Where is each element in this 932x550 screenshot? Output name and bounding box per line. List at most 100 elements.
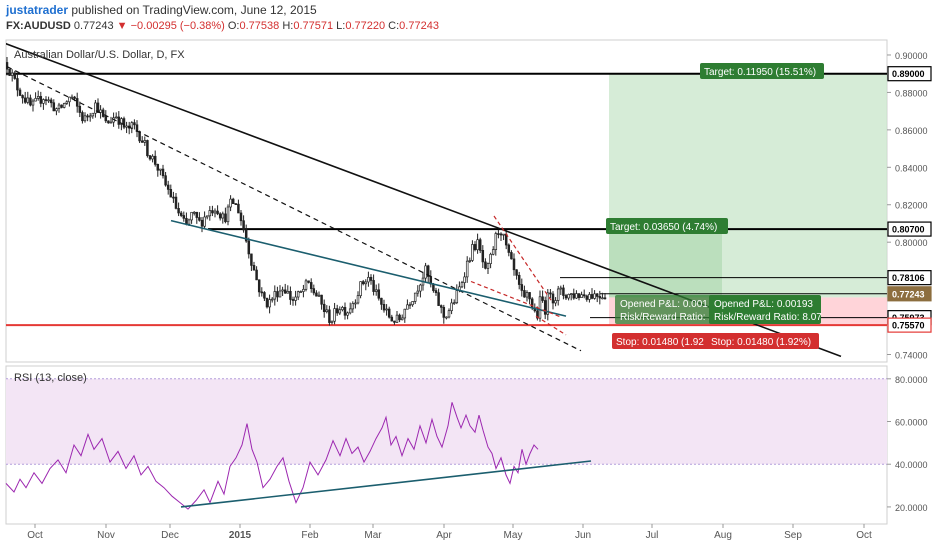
- candle-body: [330, 320, 334, 323]
- chart-title: Australian Dollar/U.S. Dollar, D, FX: [14, 49, 185, 61]
- candle-body: [161, 168, 165, 177]
- candle-body: [489, 253, 492, 265]
- candle-body: [367, 276, 370, 283]
- stop-label-1-bg: [707, 333, 819, 349]
- candle-body: [471, 244, 474, 261]
- candle-body: [205, 215, 209, 218]
- candle-body: [582, 294, 586, 297]
- candle-body: [517, 274, 521, 285]
- candle-body: [374, 289, 378, 292]
- candle-body: [455, 290, 459, 304]
- candle-body: [541, 296, 544, 301]
- target-label-2-text: Target: 0.03650 (4.74%): [610, 222, 717, 233]
- candle-body: [114, 116, 118, 119]
- candle-body: [551, 293, 555, 304]
- y-tick-label: 0.80000: [895, 238, 928, 248]
- last-price: 0.77243: [73, 20, 114, 32]
- trendline-red-dashed-3[interactable]: [535, 315, 567, 336]
- candle-body: [99, 109, 102, 113]
- candle-body: [468, 260, 472, 262]
- candle-body: [562, 287, 565, 296]
- candle-body: [86, 115, 89, 118]
- stop-label-2[interactable]: Stop: 0.01480 (1.92: [612, 333, 730, 349]
- y-tick-label: 0.82000: [895, 201, 928, 211]
- candle-body: [411, 301, 414, 306]
- candle-body: [164, 175, 167, 186]
- candle-body: [224, 213, 227, 223]
- candle-body: [237, 203, 240, 214]
- candle-body: [169, 189, 173, 198]
- candle-body: [226, 206, 230, 223]
- candle-body: [140, 140, 144, 143]
- target-label-1[interactable]: Target: 0.11950 (15.51%): [700, 63, 824, 79]
- candle-body: [309, 282, 313, 289]
- trendline-red-dashed-1[interactable]: [493, 215, 552, 301]
- trendline-red-dashed-2[interactable]: [470, 280, 562, 318]
- chart-canvas[interactable]: Target: 0.11950 (15.51%) Target: 0.03650 …: [0, 36, 932, 550]
- x-tick-label: Jul: [646, 530, 659, 541]
- trendline-dashed-channel[interactable]: [0, 59, 582, 352]
- x-tick-label: Oct: [856, 530, 872, 541]
- rsi-line[interactable]: [5, 402, 539, 510]
- candle-body: [403, 308, 407, 319]
- candle-body: [6, 62, 9, 70]
- candle-body: [263, 292, 266, 299]
- chart-header: justatrader published on TradingView.com…: [0, 0, 932, 36]
- stop-label-2-bg: [612, 333, 730, 349]
- candle-body: [424, 265, 427, 279]
- candle-body: [231, 198, 235, 204]
- x-tick-label: Aug: [714, 530, 732, 541]
- rsi-pane[interactable]: [5, 365, 888, 525]
- candle-body: [484, 261, 487, 269]
- candle-body: [312, 288, 316, 294]
- candle-body: [460, 282, 464, 288]
- candle-body: [325, 309, 329, 313]
- pnl-box-2[interactable]: Opened P&L: 0.001 Risk/Reward Ratio: 2: [615, 295, 714, 324]
- candle-body: [601, 297, 604, 300]
- x-tick-label: 2015: [229, 530, 252, 541]
- published-text: published on TradingView.com, June 12, 2…: [71, 3, 317, 17]
- candle-body: [538, 296, 542, 319]
- candle-body: [94, 102, 97, 114]
- rsi-title: RSI (13, close): [14, 372, 87, 384]
- candle-body: [426, 265, 430, 277]
- rr-1-text: Risk/Reward Ratio: 8.07: [714, 312, 822, 323]
- candle-body: [452, 302, 456, 305]
- high-value: 0.77571: [293, 20, 334, 32]
- y-tick-label: 0.84000: [895, 163, 928, 173]
- candle-body: [289, 291, 292, 300]
- candle-body: [585, 295, 589, 300]
- candle-body: [359, 281, 362, 297]
- candle-body: [218, 213, 222, 219]
- target-label-2-bg: [606, 218, 728, 234]
- username-link[interactable]: justatrader: [6, 3, 69, 17]
- candle-body: [286, 291, 290, 294]
- x-tick-label: Jun: [575, 530, 591, 541]
- pnl-box-1[interactable]: Opened P&L: 0.00193 Risk/Reward Ratio: 8.…: [709, 295, 822, 324]
- trendline-support-teal[interactable]: [170, 219, 567, 317]
- candle-body: [29, 97, 32, 106]
- price-level-tag: 0.75570: [887, 317, 932, 333]
- rsi-trendline[interactable]: [180, 460, 592, 508]
- y-tick-label: 0.74000: [895, 351, 928, 361]
- candle-body: [395, 314, 399, 323]
- candle-body: [445, 316, 448, 319]
- stop-label-1[interactable]: Stop: 0.01480 (1.92%): [707, 333, 819, 349]
- target-label-2[interactable]: Target: 0.03650 (4.74%): [606, 218, 728, 234]
- low-value: 0.77220: [345, 20, 386, 32]
- candle-body: [377, 289, 381, 299]
- candle-body: [507, 244, 511, 253]
- candle-body: [143, 140, 147, 143]
- candle-body: [302, 288, 305, 292]
- price-pane[interactable]: Target: 0.11950 (15.51%) Target: 0.03650 …: [0, 36, 888, 363]
- candle-body: [296, 291, 300, 298]
- candle-body: [567, 293, 570, 299]
- candle-body: [554, 300, 557, 304]
- candle-body: [387, 308, 391, 318]
- candle-body: [494, 233, 498, 250]
- price-change: −0.00295 (−0.38%): [130, 20, 225, 32]
- candle-body: [512, 258, 516, 271]
- candle-body: [174, 196, 178, 209]
- candle-body: [320, 294, 323, 305]
- candle-body: [62, 103, 66, 108]
